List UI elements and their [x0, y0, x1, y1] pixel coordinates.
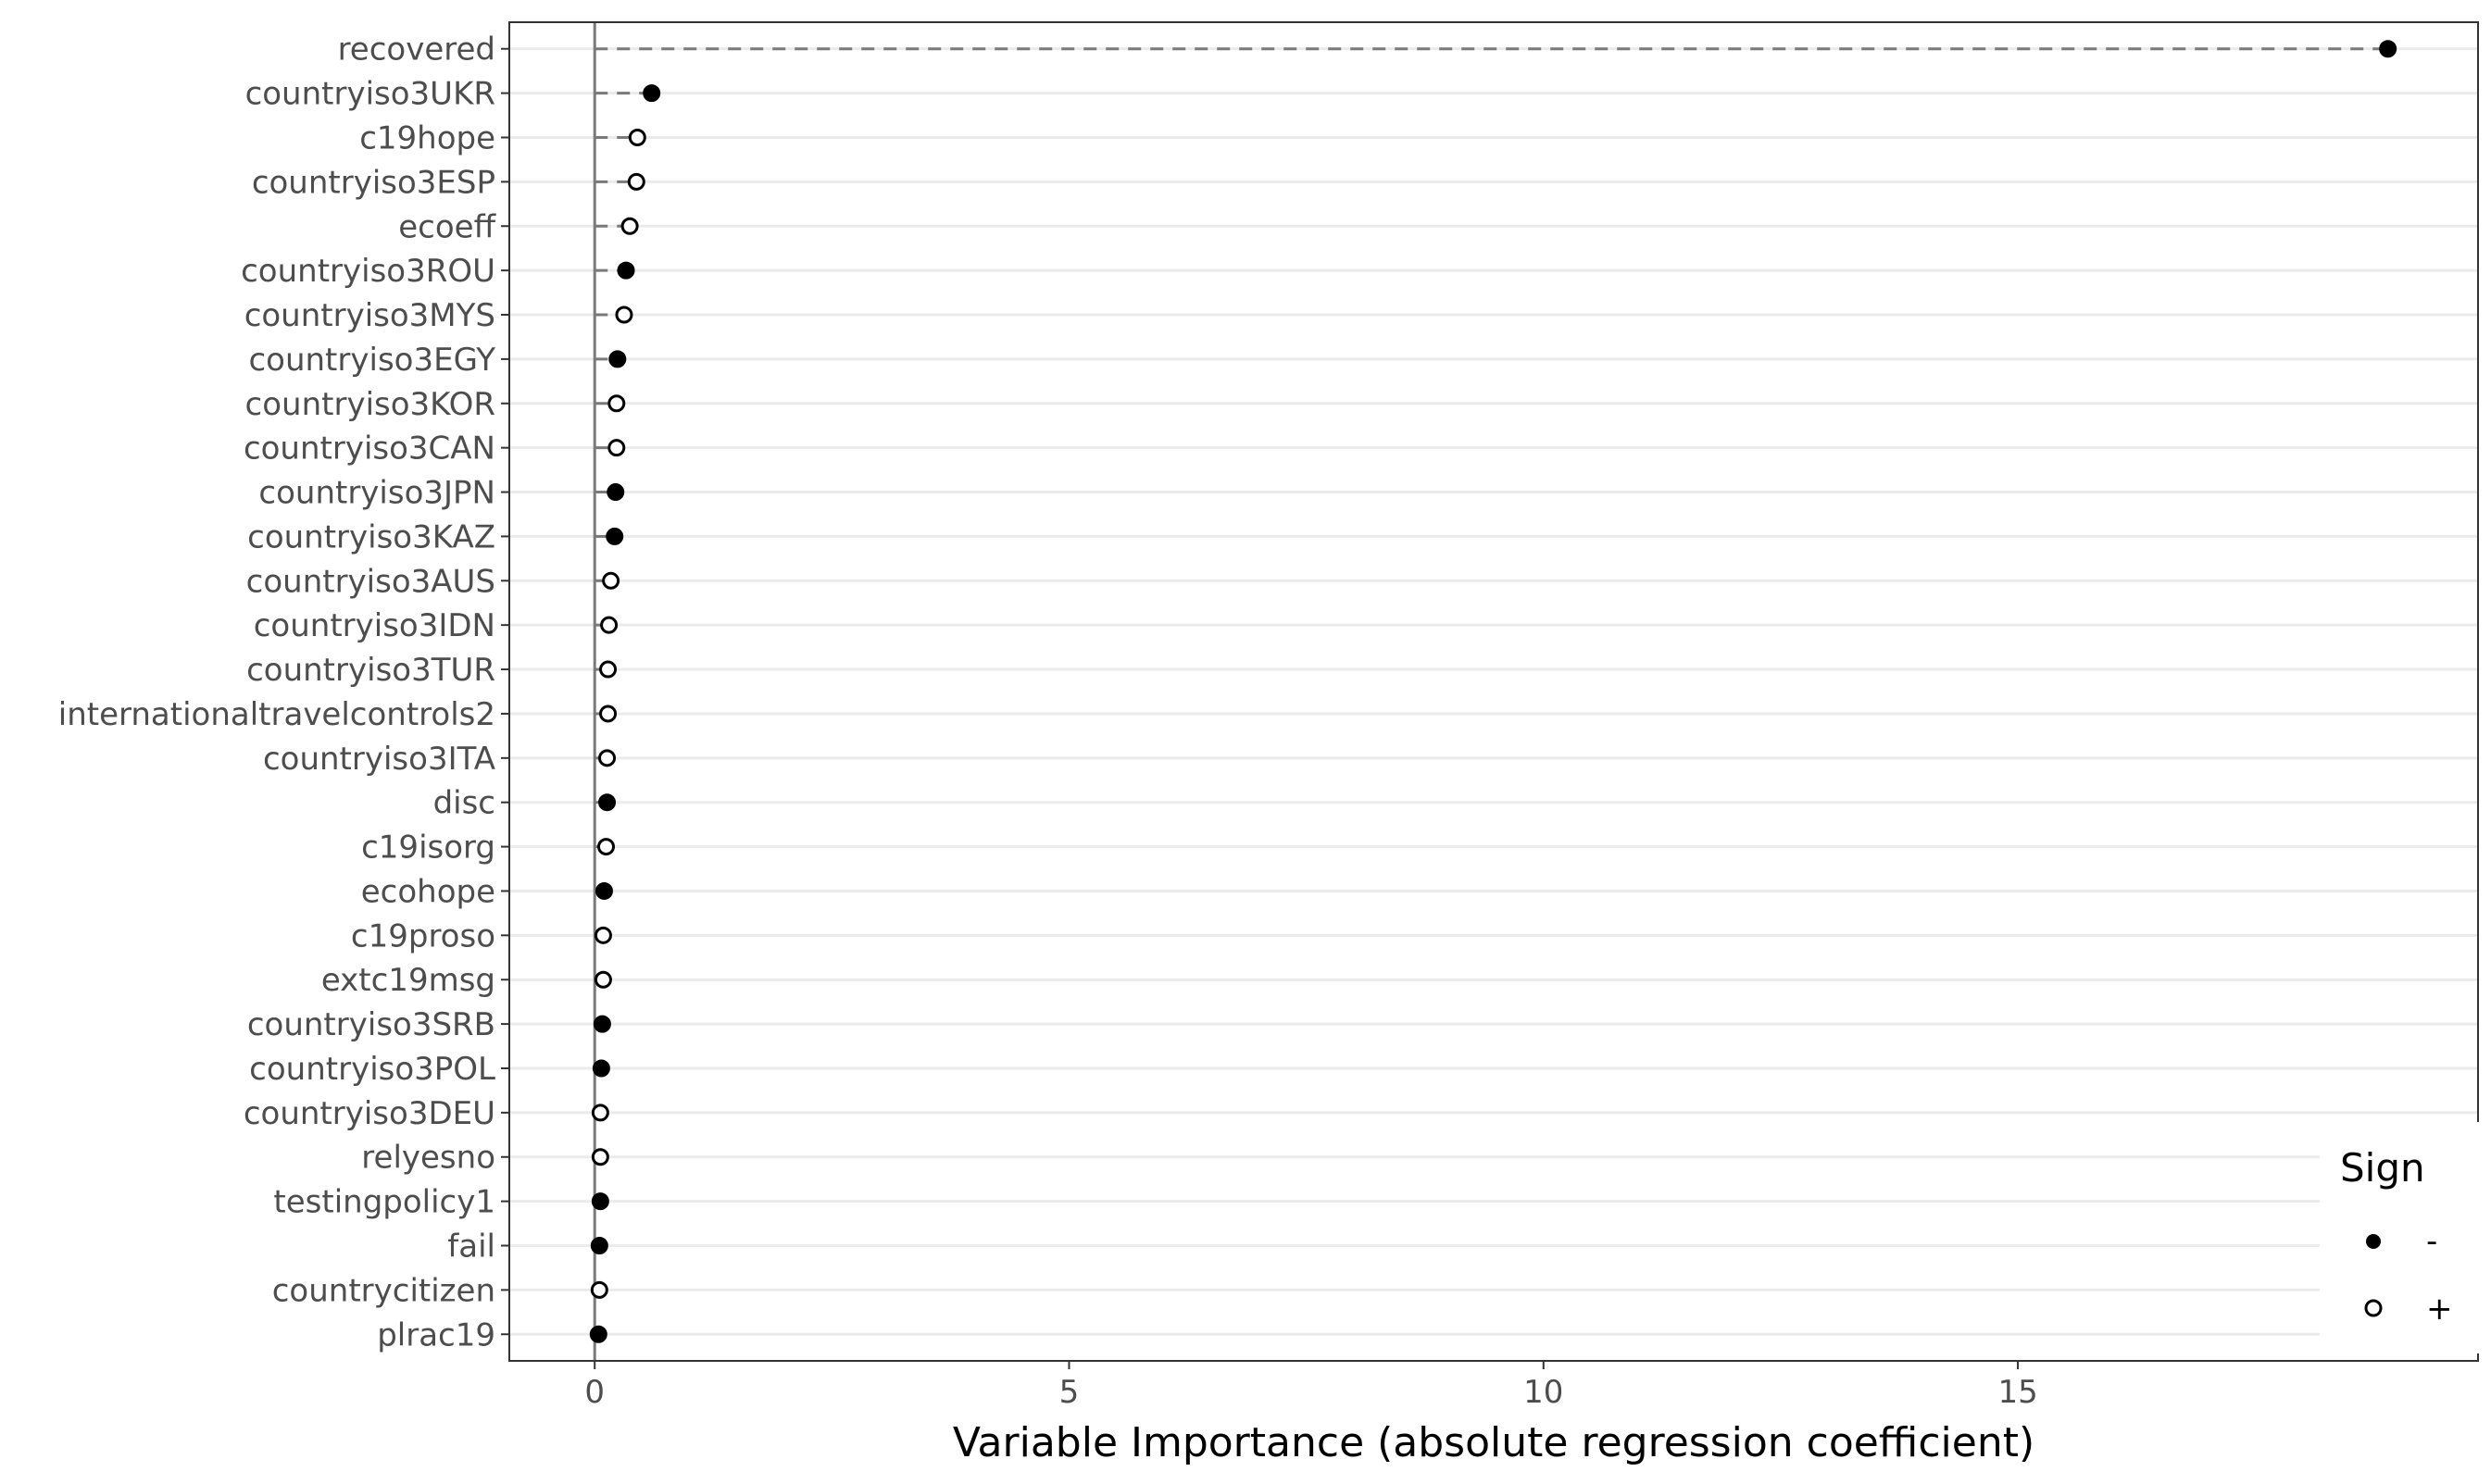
y-tick-label: countryiso3DEU [244, 1095, 495, 1132]
y-tick-label: countryiso3KAZ [247, 518, 495, 555]
x-axis: 0 5 10 15 [584, 1361, 2038, 1411]
y-tick-label: countryiso3EGY [248, 342, 495, 379]
y-tick-label: countryiso3JPN [258, 475, 495, 512]
y-tick-label: c19hope [359, 119, 495, 156]
legend-title: Sign [2340, 1145, 2425, 1191]
y-tick-label: relyesno [361, 1140, 495, 1177]
y-tick-label: plrac19 [377, 1316, 495, 1353]
point-negative [595, 881, 613, 900]
point-positive [620, 217, 639, 235]
y-tick-label: countryiso3ROU [241, 253, 495, 290]
point-positive [607, 439, 626, 457]
y-tick-label: countryiso3AUS [246, 563, 495, 600]
panel-border [508, 21, 2479, 1362]
point-positive [594, 970, 612, 989]
y-tick-label: internationaltravelcontrols2 [58, 696, 495, 733]
point-negative [593, 1015, 611, 1033]
x-tick-label: 5 [1059, 1374, 1080, 1411]
y-tick-label: ecohope [361, 873, 495, 910]
y-tick-label: ecoeff [398, 208, 496, 245]
point-negative [608, 350, 627, 368]
x-axis-title: Variable Importance (absolute regression… [953, 1419, 2034, 1466]
y-tick-label: countryiso3UKR [245, 76, 495, 113]
y-tick-label: countryiso3MYS [244, 297, 495, 334]
legend: Sign - + [2320, 1122, 2482, 1353]
point-positive [591, 1148, 609, 1166]
point-negative [607, 483, 625, 502]
point-positive [594, 926, 612, 944]
y-tick-label: countryiso3CAN [244, 430, 495, 468]
point-negative [589, 1325, 607, 1343]
y-tick-label: testingpolicy1 [273, 1184, 495, 1221]
y-tick-label: countryiso3TUR [246, 652, 495, 689]
point-positive [602, 571, 620, 590]
y-tick-label: c19proso [351, 917, 495, 954]
x-tick-label: 10 [1523, 1374, 1563, 1411]
point-negative [643, 84, 661, 103]
point-negative [592, 1059, 610, 1078]
legend-key-positive [2364, 1299, 2383, 1317]
point-positive [628, 128, 646, 146]
panel-background [509, 22, 2478, 1361]
point-positive [600, 616, 619, 634]
legend-key-negative [2366, 1234, 2381, 1249]
point-negative [2379, 40, 2397, 58]
point-negative [617, 261, 635, 280]
legend-label-positive: + [2426, 1291, 2453, 1328]
point-positive [599, 705, 618, 723]
y-tick-label: extc19msg [321, 962, 495, 999]
x-tick-label: 15 [1997, 1374, 2037, 1411]
point-positive [627, 172, 645, 191]
point-positive [599, 660, 618, 679]
point-negative [606, 527, 624, 545]
y-tick-label: countryiso3POL [249, 1051, 495, 1088]
y-tick-label: fail [447, 1228, 495, 1266]
y-tick-label: countryiso3ESP [252, 164, 495, 201]
y-tick-label: countryiso3ITA [263, 741, 495, 778]
point-negative [598, 793, 617, 812]
y-tick-label: countryiso3KOR [245, 386, 495, 423]
y-tick-label: c19isorg [361, 829, 495, 867]
point-positive [615, 306, 633, 324]
y-tick-label: disc [433, 785, 495, 822]
y-tick-label: countryiso3IDN [254, 607, 495, 644]
point-negative [591, 1192, 609, 1211]
grid-layer [509, 47, 2478, 1336]
x-tick-label: 0 [584, 1374, 605, 1411]
point-layer [589, 40, 2397, 1343]
legend-background [2320, 1122, 2482, 1353]
y-tick-label: countryiso3SRB [247, 1006, 495, 1043]
point-positive [590, 1280, 608, 1299]
y-tick-label: countrycitizen [272, 1272, 495, 1309]
point-negative [590, 1237, 608, 1255]
y-axis: recovered countryiso3UKR c19hope countryiso… [58, 31, 509, 1353]
point-positive [598, 749, 617, 767]
point-positive [597, 838, 616, 856]
point-positive [607, 394, 626, 413]
point-positive [591, 1104, 609, 1122]
legend-label-negative: - [2426, 1223, 2437, 1260]
y-tick-label: recovered [338, 31, 495, 69]
